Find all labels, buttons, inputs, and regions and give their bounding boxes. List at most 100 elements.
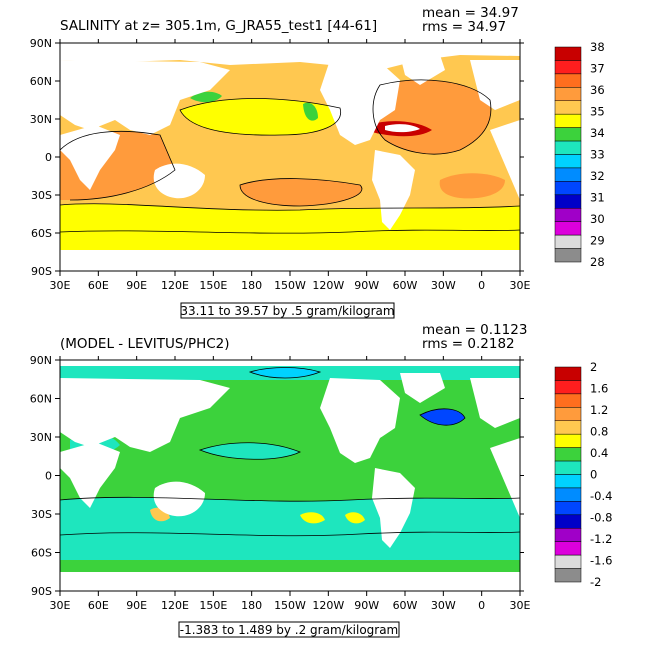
colorbar-swatch bbox=[554, 60, 582, 75]
colorbar-swatch bbox=[554, 366, 582, 381]
x-tick-label: 120E bbox=[161, 279, 189, 292]
x-tick-label: 30E bbox=[510, 279, 531, 292]
y-tick-label: 60N bbox=[30, 393, 52, 406]
colorbar-label: 1.2 bbox=[590, 403, 608, 417]
x-tick-label: 60E bbox=[88, 599, 109, 612]
panel-title: SALINITY at z= 305.1m, G_JRA55_test1 [44… bbox=[60, 18, 377, 34]
x-tick-label: 150W bbox=[274, 279, 306, 292]
colorbar-swatch bbox=[554, 221, 582, 236]
colorbar-swatch bbox=[554, 87, 582, 101]
colorbar-label: 33 bbox=[590, 148, 605, 162]
colorbar-label: -2 bbox=[590, 575, 601, 589]
y-tick-label: 90S bbox=[31, 585, 52, 598]
colorbar: 38 37 36 35 34 33 32 31 30 29 28 bbox=[554, 40, 605, 269]
y-tick-label: 60S bbox=[31, 547, 52, 560]
x-tick-label: 0 bbox=[478, 279, 485, 292]
colorbar-label: 36 bbox=[590, 83, 605, 97]
colorbar-label: -1.2 bbox=[590, 532, 612, 546]
x-axis: 30E 60E 90E 120E 150E 180 150W 120W 90W 60W 30W 0 30… bbox=[50, 356, 531, 612]
colorbar-label: 31 bbox=[590, 191, 605, 205]
colorbar: 2 1.6 1.2 0.8 0.4 0 -0.4 -0.8 -1.2 -1.6 -2 bbox=[554, 360, 612, 589]
y-tick-label: 30S bbox=[31, 189, 52, 202]
colorbar-swatch bbox=[554, 73, 582, 88]
colorbar-swatch bbox=[554, 380, 582, 395]
colorbar-label: 34 bbox=[590, 126, 605, 140]
north-pacific-low bbox=[180, 98, 341, 136]
x-tick-label: 30W bbox=[431, 279, 456, 292]
rms-label: rms = 0.2182 bbox=[422, 336, 515, 352]
colorbar-label: 30 bbox=[590, 212, 605, 226]
colorbar-label: 1.6 bbox=[590, 382, 608, 396]
arctic-low bbox=[250, 367, 320, 378]
colorbar-label: 28 bbox=[590, 255, 605, 269]
colorbar-swatch bbox=[554, 541, 582, 556]
colorbar-swatch bbox=[554, 46, 582, 61]
y-tick-label: 90N bbox=[30, 354, 52, 367]
green-spot-north-pacific bbox=[190, 91, 222, 103]
y-tick-label: 30N bbox=[30, 113, 52, 126]
x-tick-label: 30W bbox=[431, 599, 456, 612]
colorbar-swatch bbox=[554, 194, 582, 209]
colorbar-swatch bbox=[554, 501, 582, 516]
x-tick-label: 150E bbox=[199, 279, 227, 292]
x-tick-label: 60W bbox=[393, 599, 418, 612]
x-tick-label: 0 bbox=[478, 599, 485, 612]
colorbar-label: 32 bbox=[590, 169, 605, 183]
colorbar-label: 38 bbox=[590, 40, 605, 54]
colorbar-swatch bbox=[554, 140, 582, 155]
south-atlantic-high bbox=[439, 173, 505, 199]
mean-label: mean = 34.97 bbox=[422, 5, 519, 21]
colorbar-swatch bbox=[554, 568, 582, 583]
x-tick-label: 60W bbox=[393, 279, 418, 292]
panel-title: (MODEL - LEVITUS/PHC2) bbox=[60, 336, 230, 352]
southern-ocean-band bbox=[60, 203, 520, 250]
colorbar-swatch bbox=[554, 447, 582, 462]
colorbar-label: 29 bbox=[590, 234, 605, 248]
med-core bbox=[385, 124, 420, 133]
southern-ocean-negative bbox=[60, 497, 520, 560]
range-label: -1.383 to 1.489 by .2 gram/kilogram bbox=[180, 623, 399, 637]
map-field bbox=[60, 360, 520, 591]
colorbar-swatch bbox=[554, 154, 582, 169]
colorbar-label: 0 bbox=[590, 468, 597, 482]
colorbar-label: 2 bbox=[590, 360, 597, 374]
x-tick-label: 90W bbox=[354, 279, 379, 292]
colorbar-swatch bbox=[554, 234, 582, 249]
colorbar-swatch bbox=[554, 407, 582, 421]
south-pacific-high bbox=[240, 178, 362, 206]
contour-lines bbox=[60, 79, 520, 234]
x-axis: 30E 60E 90E 120E 150E 180 150W 120W 90W 60W 30W 0 30… bbox=[50, 39, 531, 292]
colorbar-swatch bbox=[554, 487, 582, 502]
equatorial-patch bbox=[200, 442, 300, 460]
colorbar-swatch bbox=[554, 554, 582, 569]
colorbar-swatch bbox=[554, 393, 582, 408]
mean-label: mean = 0.1123 bbox=[422, 322, 527, 338]
range-box bbox=[178, 621, 400, 638]
land-mask bbox=[60, 360, 520, 591]
y-tick-label: 30N bbox=[30, 431, 52, 444]
x-tick-label: 180 bbox=[241, 599, 262, 612]
panel-difference: (MODEL - LEVITUS/PHC2) mean = 0.1123 rms… bbox=[30, 322, 612, 638]
gulf-stream-low bbox=[420, 408, 465, 426]
rms-label: rms = 34.97 bbox=[422, 19, 506, 35]
colorbar-swatch bbox=[554, 474, 582, 489]
colorbar-label: 35 bbox=[590, 105, 605, 119]
x-tick-label: 60E bbox=[88, 279, 109, 292]
colorbar-label: -0.8 bbox=[590, 511, 612, 525]
y-tick-label: 30S bbox=[31, 508, 52, 521]
green-spot-central bbox=[303, 102, 318, 121]
colorbar-swatch bbox=[554, 420, 582, 435]
colorbar-label: 0.8 bbox=[590, 425, 608, 439]
y-tick-label: 90S bbox=[31, 265, 52, 278]
colorbar-swatch bbox=[554, 248, 582, 263]
x-tick-label: 120E bbox=[161, 599, 189, 612]
y-tick-label: 60N bbox=[30, 75, 52, 88]
colorbar-swatch bbox=[554, 433, 582, 448]
x-tick-label: 90E bbox=[126, 279, 147, 292]
colorbar-swatch bbox=[554, 181, 582, 196]
colorbar-label: 0.4 bbox=[590, 446, 608, 460]
y-axis: 90N 60N 30N 0 30S 60S 90S bbox=[30, 37, 524, 278]
colorbar-swatch bbox=[554, 100, 582, 115]
x-tick-label: 90W bbox=[354, 599, 379, 612]
x-tick-label: 30E bbox=[50, 599, 71, 612]
